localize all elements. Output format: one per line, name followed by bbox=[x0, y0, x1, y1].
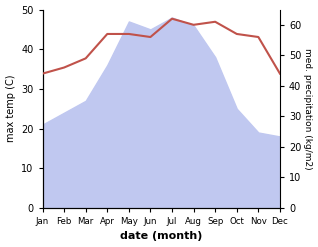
Y-axis label: max temp (C): max temp (C) bbox=[5, 75, 16, 143]
Y-axis label: med. precipitation (kg/m2): med. precipitation (kg/m2) bbox=[303, 48, 313, 169]
X-axis label: date (month): date (month) bbox=[120, 231, 203, 242]
